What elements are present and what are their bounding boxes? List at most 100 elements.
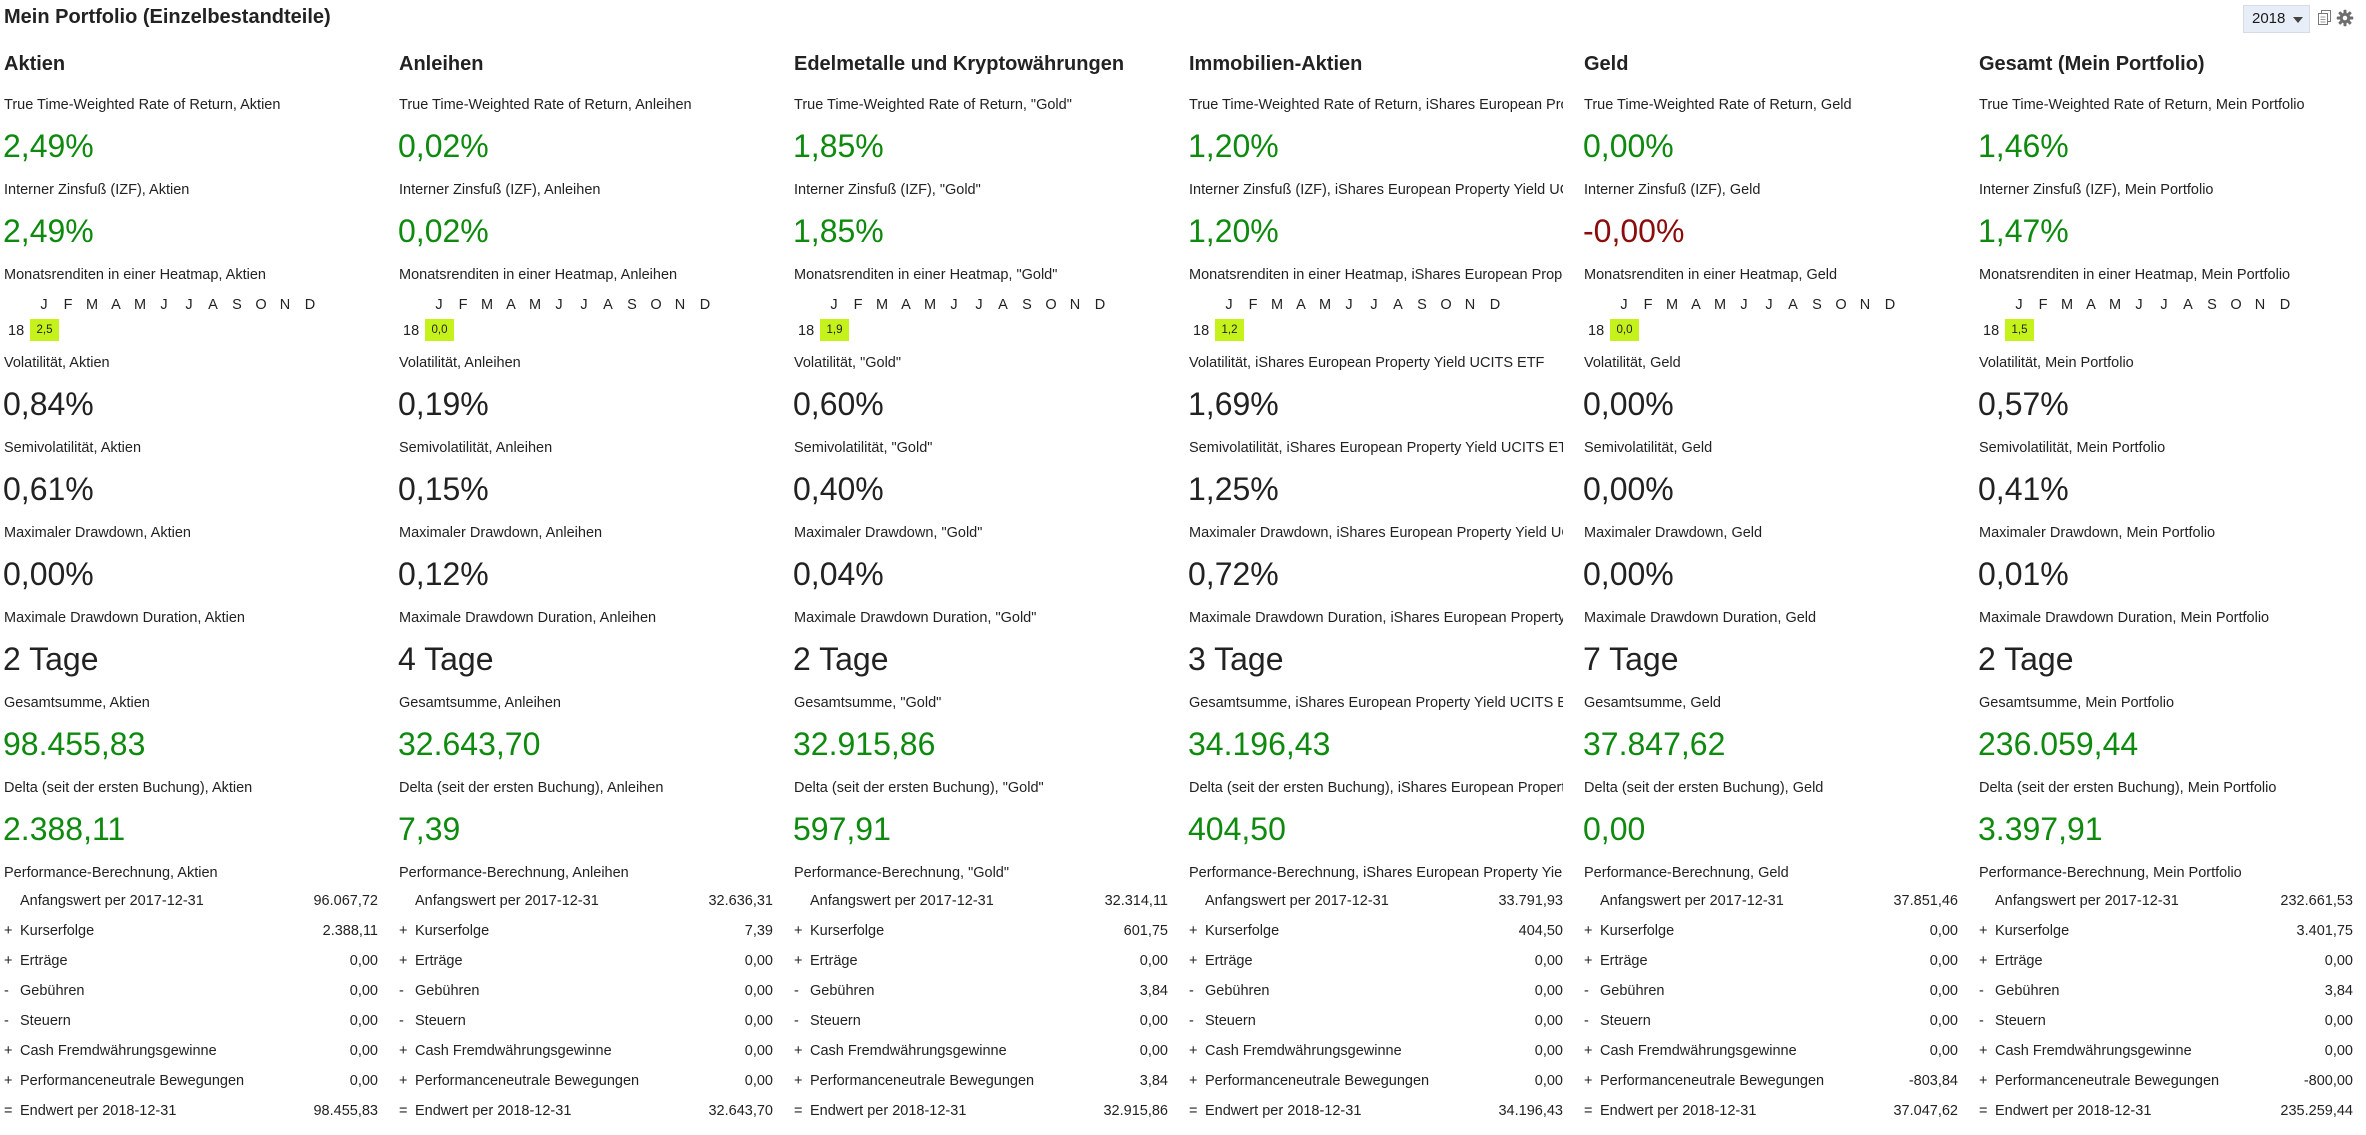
heatmap-month-letter: O bbox=[1835, 297, 1847, 313]
performance-row-sign: + bbox=[1189, 923, 1198, 939]
performance-row-name: Cash Fremdwährungsgewinne bbox=[20, 1043, 217, 1059]
heatmap-month-letter: D bbox=[699, 297, 711, 313]
heatmap-month-letter: M bbox=[2108, 297, 2122, 313]
performance-row-name: Anfangswert per 2017-12-31 bbox=[415, 893, 599, 909]
heatmap-month-letter: S bbox=[232, 297, 242, 313]
heatmap-month-letter: A bbox=[1296, 297, 1306, 313]
total-value: 37.847,62 bbox=[1583, 726, 1726, 762]
ttwror-label: True Time-Weighted Rate of Return, Aktie… bbox=[4, 97, 281, 113]
performance-row-name: Anfangswert per 2017-12-31 bbox=[1205, 893, 1389, 909]
performance-row-name: Steuern bbox=[810, 1013, 861, 1029]
heatmap-month-letter: M bbox=[1665, 297, 1679, 313]
heatmap-month-letter: N bbox=[279, 297, 291, 313]
heatmap-cell[interactable]: 1,5 bbox=[2005, 319, 2034, 341]
ttwror-value: 1,85% bbox=[793, 128, 884, 164]
total-label: Gesamtsumme, Anleihen bbox=[399, 695, 561, 711]
performance-row-sign: = bbox=[4, 1103, 13, 1119]
performance-row-sign: - bbox=[794, 983, 799, 999]
ttwror-value: 0,00% bbox=[1583, 128, 1674, 164]
heatmap-month-letter: S bbox=[1417, 297, 1427, 313]
performance-row-name: Gebühren bbox=[20, 983, 85, 999]
performance-row-sign: + bbox=[1189, 1073, 1198, 1089]
heatmap-label: Monatsrenditen in einer Heatmap, iShares… bbox=[1189, 267, 1563, 283]
performance-row-sign: - bbox=[399, 983, 404, 999]
copy-icon[interactable] bbox=[2318, 10, 2332, 26]
delta-value: 2.388,11 bbox=[3, 811, 126, 847]
heatmap-cell[interactable]: 1,2 bbox=[1215, 319, 1244, 341]
performance-row: + Cash Fremdwährungsgewinne 0,00 bbox=[1975, 1043, 2357, 1065]
drawdown-duration-label: Maximale Drawdown Duration, Anleihen bbox=[399, 610, 657, 626]
irr-value: 2,49% bbox=[3, 213, 94, 249]
performance-row-value: 232.661,53 bbox=[2280, 893, 2353, 909]
column-title: Edelmetalle und Kryptowährungen bbox=[794, 53, 1125, 75]
performance-row-value: 0,00 bbox=[349, 1013, 378, 1029]
performance-row-name: Kurserfolge bbox=[1995, 923, 2070, 939]
performance-row: Anfangswert per 2017-12-31 37.851,46 bbox=[1580, 893, 1962, 915]
performance-row-value: 32.314,11 bbox=[1104, 893, 1168, 909]
performance-row-sign: = bbox=[1189, 1103, 1198, 1119]
column-title: Geld bbox=[1584, 53, 1629, 75]
performance-row-sign: + bbox=[1584, 953, 1593, 969]
performance-row: = Endwert per 2018-12-31 37.047,62 bbox=[1580, 1103, 1962, 1125]
performance-row-value: 0,00 bbox=[744, 1073, 773, 1089]
performance-row-value: 404,50 bbox=[1518, 923, 1563, 939]
heatmap-cell[interactable]: 2,5 bbox=[30, 319, 59, 341]
total-value: 236.059,44 bbox=[1978, 726, 2139, 762]
performance-row: + Performanceneutrale Bewegungen -800,00 bbox=[1975, 1073, 2357, 1095]
semivolatility-value: 0,00% bbox=[1583, 471, 1674, 507]
performance-row: + Kurserfolge 404,50 bbox=[1185, 923, 1563, 945]
heatmap-year: 18 bbox=[8, 323, 25, 339]
performance-row-sign: - bbox=[399, 1013, 404, 1029]
widget-column-4: Immobilien-Aktien True Time-Weighted Rat… bbox=[1185, 0, 1563, 1135]
semivolatility-label: Semivolatilität, Aktien bbox=[4, 440, 142, 456]
heatmap-cell[interactable]: 1,9 bbox=[820, 319, 849, 341]
performance-row: = Endwert per 2018-12-31 32.915,86 bbox=[790, 1103, 1172, 1125]
chevron-down-icon[interactable] bbox=[2293, 17, 2303, 23]
heatmap-month-letter: A bbox=[998, 297, 1008, 313]
performance-row-sign: - bbox=[1979, 1013, 1984, 1029]
performance-label: Performance-Berechnung, Mein Portfolio bbox=[1979, 865, 2242, 881]
heatmap-month-letter: D bbox=[1489, 297, 1501, 313]
performance-row-value: 32.643,70 bbox=[708, 1103, 773, 1119]
total-label: Gesamtsumme, iShares European Property Y… bbox=[1189, 695, 1563, 711]
performance-row-sign: - bbox=[4, 983, 9, 999]
drawdown-duration-value: 2 Tage bbox=[1978, 641, 2074, 677]
heatmap-month-letter: A bbox=[1788, 297, 1798, 313]
performance-row-name: Kurserfolge bbox=[20, 923, 95, 939]
performance-row: + Kurserfolge 7,39 bbox=[395, 923, 777, 945]
performance-row-name: Cash Fremdwährungsgewinne bbox=[1600, 1043, 1797, 1059]
gear-icon[interactable] bbox=[2336, 9, 2354, 27]
heatmap-cell[interactable]: 0,0 bbox=[425, 319, 454, 341]
performance-row-sign: + bbox=[1584, 1073, 1593, 1089]
total-value: 34.196,43 bbox=[1188, 726, 1331, 762]
heatmap-year: 18 bbox=[798, 323, 815, 339]
performance-row: + Erträge 0,00 bbox=[1975, 953, 2357, 975]
performance-row-sign: + bbox=[1979, 923, 1988, 939]
heatmap-month-letter: D bbox=[1884, 297, 1896, 313]
year-select[interactable]: 2018 bbox=[2243, 5, 2310, 33]
performance-row: + Kurserfolge 3.401,75 bbox=[1975, 923, 2357, 945]
performance-row-sign: + bbox=[399, 923, 408, 939]
performance-row-name: Endwert per 2018-12-31 bbox=[20, 1103, 177, 1119]
performance-row-name: Erträge bbox=[1205, 953, 1253, 969]
performance-row-value: 0,00 bbox=[349, 1043, 378, 1059]
performance-row-sign: = bbox=[794, 1103, 803, 1119]
performance-row: - Steuern 0,00 bbox=[0, 1013, 382, 1035]
heatmap-month-letter: J bbox=[1765, 297, 1773, 313]
performance-row: + Kurserfolge 0,00 bbox=[1580, 923, 1962, 945]
performance-row-sign: + bbox=[1189, 953, 1198, 969]
heatmap-month-letter: J bbox=[160, 297, 168, 313]
performance-row-name: Cash Fremdwährungsgewinne bbox=[1995, 1043, 2192, 1059]
total-label: Gesamtsumme, "Gold" bbox=[794, 695, 942, 711]
heatmap-label: Monatsrenditen in einer Heatmap, Mein Po… bbox=[1979, 267, 2291, 283]
heatmap-month-letter: M bbox=[1318, 297, 1332, 313]
performance-row-value: 96.067,72 bbox=[313, 893, 378, 909]
heatmap-cell[interactable]: 0,0 bbox=[1610, 319, 1639, 341]
ttwror-value: 0,02% bbox=[398, 128, 489, 164]
heatmap-month-letter: D bbox=[2279, 297, 2291, 313]
volatility-label: Volatilität, Mein Portfolio bbox=[1979, 355, 2134, 371]
performance-row: + Erträge 0,00 bbox=[395, 953, 777, 975]
irr-label: Interner Zinsfuß (IZF), "Gold" bbox=[794, 182, 981, 198]
irr-value: -0,00% bbox=[1583, 213, 1685, 249]
